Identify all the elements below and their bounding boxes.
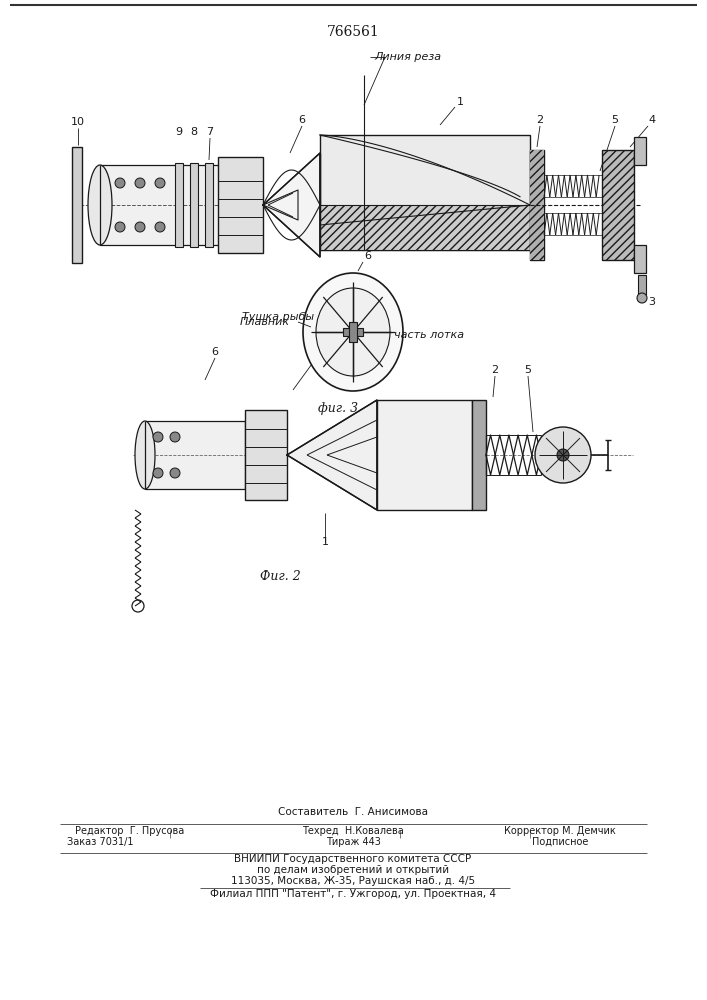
Text: фиг. 3: фиг. 3 (318, 402, 358, 415)
Bar (530, 150, 544, 260)
Circle shape (557, 449, 569, 461)
Text: 10: 10 (71, 117, 85, 127)
Bar (218, 157, 263, 253)
Text: Плавник: Плавник (240, 317, 290, 327)
Bar (72, 147, 82, 263)
Circle shape (115, 178, 125, 188)
Bar (544, 213, 602, 235)
Text: 1: 1 (457, 97, 464, 107)
Bar (544, 175, 602, 197)
Bar (145, 421, 245, 489)
Ellipse shape (135, 421, 155, 489)
Text: Тираж 443: Тираж 443 (325, 837, 380, 847)
Text: по делам изобретений и открытий: по делам изобретений и открытий (257, 865, 449, 875)
Text: 1: 1 (322, 537, 329, 547)
Circle shape (135, 222, 145, 232)
Text: Тушка рыбы: Тушка рыбы (242, 312, 314, 322)
Text: 9: 9 (175, 127, 182, 137)
Circle shape (153, 468, 163, 478)
Bar (634, 137, 646, 165)
Circle shape (170, 468, 180, 478)
Circle shape (135, 178, 145, 188)
Circle shape (535, 427, 591, 483)
Bar (602, 150, 634, 260)
Polygon shape (287, 400, 377, 510)
Bar (634, 245, 646, 273)
Bar (638, 275, 646, 295)
Text: Фиг. 2: Фиг. 2 (259, 570, 300, 583)
Text: Филиал ППП "Патент", г. Ужгород, ул. Проектная, 4: Филиал ППП "Патент", г. Ужгород, ул. Про… (210, 889, 496, 899)
Ellipse shape (88, 165, 112, 245)
Bar (245, 410, 287, 500)
Bar (320, 205, 530, 250)
Text: 4: 4 (648, 115, 655, 125)
Polygon shape (263, 153, 320, 257)
Ellipse shape (303, 273, 403, 391)
Text: 5: 5 (525, 365, 532, 375)
Text: 5: 5 (612, 115, 619, 125)
Text: 3: 3 (648, 297, 655, 307)
Text: 6: 6 (365, 251, 371, 261)
Text: Фиг. 1: Фиг. 1 (332, 340, 373, 353)
Text: Подписное: Подписное (532, 837, 588, 847)
Bar (190, 163, 198, 247)
Bar (349, 322, 357, 342)
Text: 8: 8 (190, 127, 197, 137)
Text: Заказ 7031/1: Заказ 7031/1 (66, 837, 133, 847)
Circle shape (637, 293, 647, 303)
Circle shape (155, 222, 165, 232)
Circle shape (155, 178, 165, 188)
Text: 2: 2 (491, 365, 498, 375)
Text: ВНИИПИ Государственного комитета СССР: ВНИИПИ Государственного комитета СССР (235, 854, 472, 864)
Text: входная часть лотка: входная часть лотка (342, 330, 464, 340)
Bar (100, 165, 260, 245)
Bar (175, 163, 183, 247)
Text: Техред  Н.Ковалева: Техред Н.Ковалева (302, 826, 404, 836)
Text: Корректор М. Демчик: Корректор М. Демчик (504, 826, 616, 836)
Bar (343, 328, 363, 336)
Ellipse shape (316, 288, 390, 376)
Text: Редактор  Г. Прусова: Редактор Г. Прусова (76, 826, 185, 836)
Circle shape (153, 432, 163, 442)
Text: Составитель  Г. Анисимова: Составитель Г. Анисимова (278, 807, 428, 817)
Circle shape (170, 432, 180, 442)
Bar (320, 135, 530, 250)
Text: 6: 6 (211, 347, 218, 357)
Text: 113035, Москва, Ж-35, Раушская наб., д. 4/5: 113035, Москва, Ж-35, Раушская наб., д. … (231, 876, 475, 886)
Bar (530, 150, 544, 260)
Bar (472, 400, 486, 510)
Text: 6: 6 (298, 115, 305, 125)
Text: 7: 7 (206, 127, 214, 137)
Circle shape (115, 222, 125, 232)
Text: Линия реза: Линия реза (375, 52, 442, 62)
Text: 2: 2 (537, 115, 544, 125)
Bar (377, 400, 472, 510)
Bar (205, 163, 213, 247)
Text: 766561: 766561 (327, 25, 380, 39)
